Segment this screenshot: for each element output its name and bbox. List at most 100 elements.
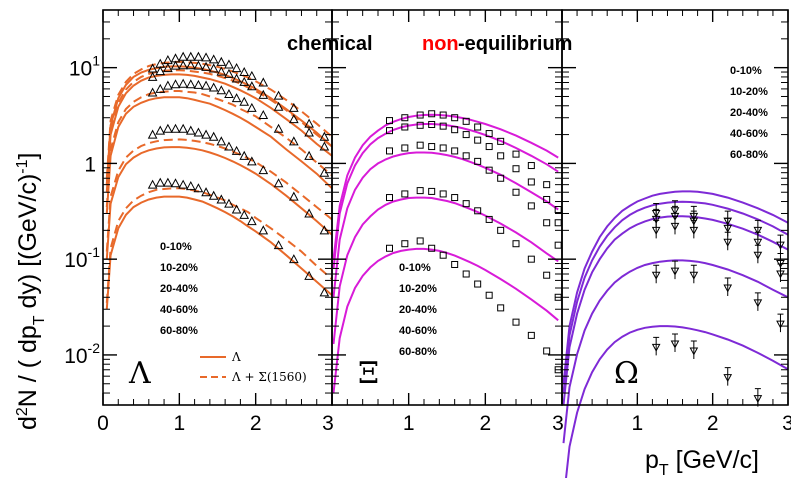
- title-non: non: [422, 33, 459, 55]
- centrality-label: 0-10%: [160, 241, 192, 253]
- data-point: [512, 150, 520, 158]
- data-point: [319, 287, 330, 297]
- data-point: [497, 137, 505, 145]
- panel-frame: [331, 9, 563, 406]
- data-point: [155, 83, 166, 93]
- data-point: [451, 147, 459, 155]
- centrality-label: 20-40%: [730, 107, 768, 119]
- curve-solid-0: [332, 113, 559, 260]
- data-point: [208, 131, 219, 141]
- data-point: [163, 177, 173, 187]
- data-point: [216, 66, 227, 76]
- centrality-label: 10-20%: [399, 283, 437, 295]
- data-point: [193, 51, 204, 61]
- data-point: [451, 114, 459, 122]
- data-point: [273, 123, 284, 133]
- data-point: [485, 215, 493, 223]
- data-point: [527, 331, 535, 339]
- data-point: [439, 190, 447, 198]
- data-point: [288, 254, 299, 264]
- data-point: [147, 71, 158, 81]
- data-point: [462, 200, 470, 208]
- data-point: [247, 216, 257, 226]
- data-point: [231, 93, 242, 103]
- data-point: [304, 118, 314, 128]
- data-point: [208, 190, 219, 200]
- data-point: [386, 147, 393, 155]
- data-point: [216, 194, 227, 204]
- data-point: [258, 225, 269, 235]
- centrality-label: 40-60%: [730, 128, 768, 140]
- data-point: [319, 131, 330, 141]
- data-point: [386, 194, 393, 202]
- data-point: [224, 88, 234, 99]
- data-point: [239, 96, 250, 106]
- data-point: [178, 123, 188, 133]
- plot-layer: 0 1 2 3 Λ 0-10% 10-20% 20-40% 40-60% 60-80% Λ Λ + Σ…: [64, 9, 791, 478]
- data-point: [462, 131, 470, 139]
- centrality-label: 0-10%: [399, 262, 431, 274]
- data-point: [193, 79, 204, 89]
- data-point: [485, 130, 493, 138]
- data-point: [428, 187, 436, 195]
- data-point: [416, 121, 424, 129]
- centrality-label: 40-60%: [160, 304, 198, 316]
- data-point: [185, 79, 196, 89]
- x-tick-label: 3: [552, 412, 564, 435]
- data-point: [386, 244, 393, 252]
- data-point: [462, 152, 470, 160]
- y-tick-label: 101: [69, 53, 100, 81]
- data-point: [512, 240, 520, 248]
- data-point: [485, 166, 493, 174]
- curve-dashed-1: [105, 69, 333, 185]
- error-bar: [690, 264, 697, 284]
- x-tick-label: 1: [173, 412, 185, 435]
- data-point: [239, 150, 250, 160]
- curve-dashed-3: [105, 138, 333, 252]
- error-bar: [754, 244, 761, 264]
- data-point: [247, 102, 257, 112]
- data-point: [273, 178, 284, 188]
- data-point: [527, 255, 535, 263]
- data-point: [416, 187, 424, 195]
- data-point: [224, 141, 234, 151]
- data-point: [474, 207, 482, 215]
- data-point: [554, 206, 562, 214]
- x-tick-label: 1: [631, 412, 643, 435]
- data-point: [170, 123, 181, 133]
- data-point: [247, 81, 257, 91]
- data-point: [208, 82, 219, 92]
- data-point: [258, 109, 269, 120]
- curve-solid-3: [332, 196, 559, 345]
- data-point: [439, 144, 447, 152]
- title-chemical: chemical: [287, 33, 373, 55]
- legend-entry: Λ: [231, 350, 241, 364]
- panel-omega: 1 2 3 Ω 0-10% 10-20% 20-40% 40-60% 60-80%: [561, 9, 791, 478]
- data-point: [231, 145, 242, 155]
- data-point: [416, 141, 424, 149]
- data-point: [216, 56, 227, 66]
- data-point: [288, 102, 299, 112]
- x-tick-label: 0: [97, 412, 109, 435]
- data-point: [201, 129, 211, 139]
- data-point: [543, 219, 551, 227]
- error-bar: [672, 215, 678, 235]
- data-point: [224, 198, 234, 208]
- data-point: [451, 260, 459, 268]
- particle-label: Ξ: [358, 356, 379, 391]
- curve-solid-4: [332, 247, 559, 394]
- data-point: [193, 60, 204, 70]
- data-point: [224, 68, 234, 78]
- data-point: [178, 51, 188, 61]
- data-point: [304, 270, 314, 280]
- data-point: [163, 80, 173, 90]
- legend-entry: Λ + Σ(1560): [231, 370, 307, 384]
- data-point: [527, 162, 535, 170]
- error-bar: [672, 260, 678, 280]
- error-bar: [653, 264, 660, 284]
- error-bar: [690, 219, 697, 239]
- data-point: [178, 179, 188, 189]
- curve-solid-0: [105, 65, 333, 185]
- curve-solid-4: [565, 325, 789, 478]
